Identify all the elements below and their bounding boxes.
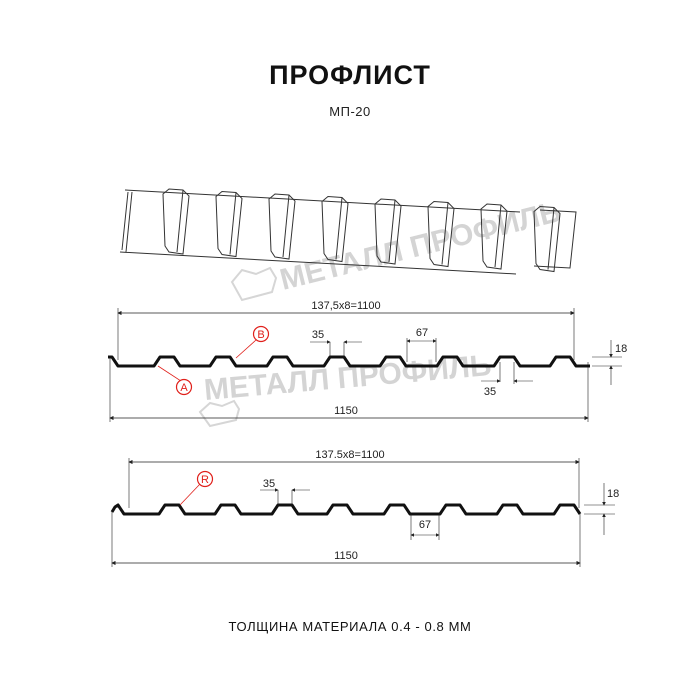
marker-a-label: A	[180, 382, 188, 394]
sheet-rib	[215, 190, 243, 258]
sheet-rib	[533, 205, 561, 273]
rib-top-dimension: 35	[312, 329, 324, 341]
valley-dimension: 67	[416, 327, 428, 339]
total-width-dimension: 1150	[334, 550, 358, 562]
material-thickness-note: ТОЛЩИНА МАТЕРИАЛА 0.4 - 0.8 ММ	[228, 619, 472, 634]
pitch-dimension: 137,5x8=1100	[311, 300, 380, 312]
page-title: ПРОФЛИСТ	[269, 60, 431, 90]
rib-top-dimension: 35	[263, 478, 275, 490]
sheet-rib	[441, 202, 449, 265]
sheet-rib	[427, 200, 455, 268]
sheet-rib	[374, 198, 402, 265]
sheet-rib	[268, 193, 296, 260]
total-width-dimension: 1150	[334, 405, 358, 417]
profile-line	[110, 503, 582, 516]
sheet-rib	[388, 199, 396, 263]
profile-r: 137.5x8=1100 1150 35 67 18 R	[110, 449, 619, 567]
sheet-rib	[282, 194, 290, 258]
sheet-rib	[229, 192, 237, 255]
sheet-rib	[119, 189, 521, 275]
sheet-rib	[547, 207, 555, 270]
sheet-rib	[321, 195, 349, 263]
sheet-rib	[162, 188, 190, 255]
profile-ab: 137,5x8=1100 1150 35 67 35 18 A	[108, 300, 627, 422]
sheet-rib	[335, 197, 343, 260]
sheet-3d-view	[119, 188, 577, 275]
sheet-rib	[480, 203, 508, 270]
marker-r-label: R	[201, 474, 209, 486]
marker-b	[252, 325, 270, 343]
sheet-rib	[494, 204, 502, 268]
marker-a	[175, 378, 193, 396]
watermark-text: МЕТАЛЛ ПРОФИЛЬ	[277, 195, 565, 297]
pitch-dimension: 137.5x8=1100	[315, 449, 384, 461]
sheet-rib	[176, 189, 184, 253]
valley-dimension: 67	[419, 519, 431, 531]
sheet-rib	[533, 209, 577, 269]
page-subtitle: МП-20	[329, 104, 371, 119]
marker-r	[196, 470, 214, 488]
marker-b-label: B	[257, 329, 264, 341]
watermark-1: МЕТАЛЛ ПРОФИЛЬ	[230, 195, 565, 302]
height-dimension: 18	[615, 343, 627, 355]
height-dimension: 18	[607, 488, 619, 500]
profile-line	[108, 355, 590, 368]
rib-bottom-dimension: 35	[484, 386, 496, 398]
